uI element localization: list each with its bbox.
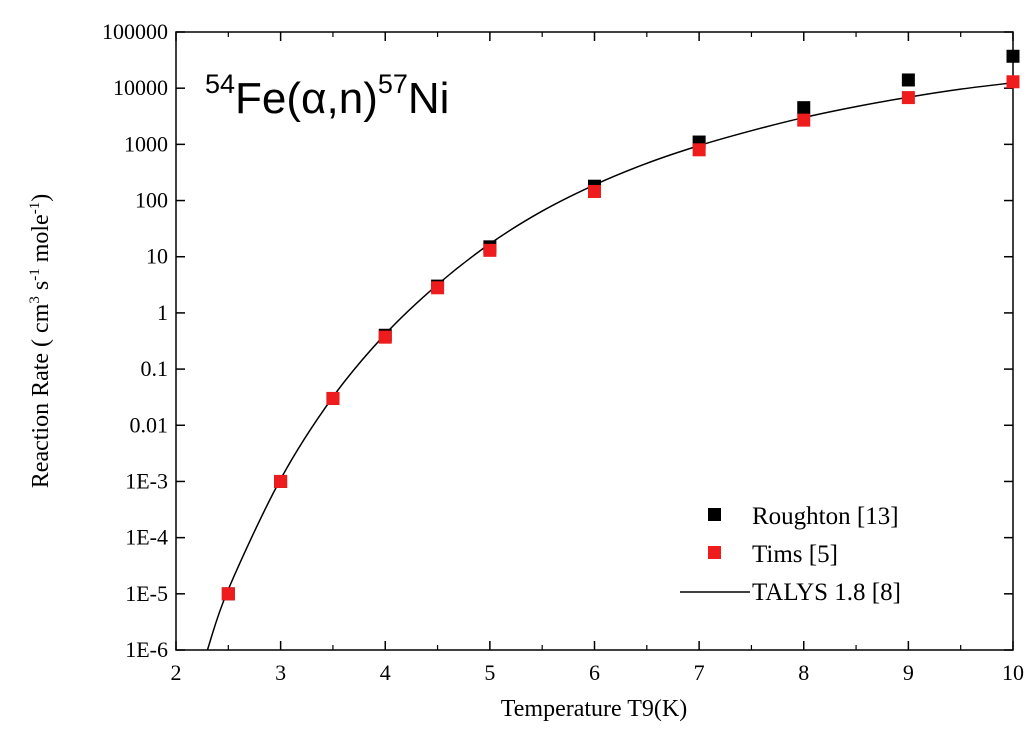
y-tick-label: 0.01 [130, 412, 169, 437]
tims-marker [431, 281, 445, 295]
y-tick-label: 10 [146, 244, 168, 269]
reaction-title: 54Fe(α,n)57Ni [205, 69, 449, 123]
y-axis-title-mid2: mole [28, 214, 54, 268]
roughton-marker [901, 73, 915, 87]
tims-marker [483, 243, 497, 257]
y-tick-label: 1E-4 [125, 525, 168, 550]
roughton-marker [797, 101, 811, 115]
tims-marker [221, 587, 235, 601]
y-tick-label: 1 [157, 300, 168, 325]
y-axis-title-suffix: ) [28, 194, 54, 202]
x-tick-label: 2 [171, 660, 182, 685]
target-element: Fe [235, 74, 286, 123]
roughton-marker [1006, 49, 1020, 63]
talys-curve [206, 81, 1014, 651]
x-tick-label: 5 [484, 660, 495, 685]
product-mass: 57 [378, 69, 408, 99]
y-tick-label: 100000 [102, 19, 168, 44]
y-axis-title: Reaction Rate ( cm3 s-1 mole-1) [27, 194, 54, 488]
product-element: Ni [408, 74, 450, 123]
y-axis-title-sup2: -1 [27, 268, 43, 281]
y-tick-label: 1E-3 [125, 468, 168, 493]
tims-marker [901, 91, 915, 105]
y-axis-title-mid1: s [28, 281, 54, 296]
x-tick-label: 3 [275, 660, 286, 685]
legend: Roughton [13] Tims [5] TALYS 1.8 [8] [680, 503, 901, 606]
tims-marker [1006, 75, 1020, 89]
y-tick-label: 100 [135, 188, 168, 213]
tims-marker [588, 184, 601, 198]
x-axis-title: Temperature T9(K) [501, 696, 687, 722]
y-tick-label: 1E-6 [125, 637, 168, 662]
x-tick-label: 4 [380, 660, 391, 685]
y-tick-label: 1E-5 [125, 581, 168, 606]
y-tick-labels: 1E-6 1E-5 1E-4 1E-3 0.01 0.1 1 10 100 1000 10000 10… [102, 19, 168, 662]
tims-marker [326, 391, 340, 405]
y-tick-label: 10000 [113, 75, 168, 100]
x-tick-label: 7 [694, 660, 705, 685]
y-axis-title-prefix: Reaction Rate ( cm [28, 303, 54, 488]
legend-label-talys: TALYS 1.8 [8] [752, 579, 901, 606]
legend-label-roughton: Roughton [13] [752, 503, 899, 530]
legend-marker-roughton [708, 508, 721, 521]
axis-ticks [175, 31, 1014, 651]
x-tick-label: 10 [1002, 660, 1024, 685]
tims-marker [797, 113, 811, 127]
marker-layer [221, 49, 1020, 601]
legend-label-tims: Tims [5] [752, 541, 838, 568]
y-axis-title-sup3: -1 [27, 202, 43, 215]
y-tick-label: 0.1 [141, 356, 169, 381]
legend-marker-tims [708, 546, 721, 559]
y-axis-title-sup1: 3 [27, 296, 43, 304]
x-tick-labels: 2 3 4 5 6 7 8 9 10 [171, 660, 1025, 685]
tims-marker [274, 474, 288, 488]
reaction-channel: (α,n) [286, 74, 377, 123]
y-tick-label: 1000 [124, 131, 168, 156]
x-tick-label: 8 [798, 660, 809, 685]
tims-marker [692, 143, 706, 157]
talys-curve-layer [206, 81, 1014, 651]
x-tick-label: 9 [903, 660, 914, 685]
x-tick-label: 6 [589, 660, 600, 685]
target-mass: 54 [205, 69, 235, 99]
tims-marker [378, 330, 392, 344]
